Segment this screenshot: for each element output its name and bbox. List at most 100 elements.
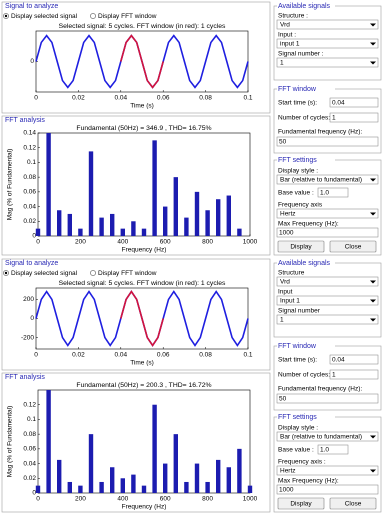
dropdown-value[interactable]: Bar (relative to fundamental) (280, 434, 362, 441)
field-label: Display style : (278, 168, 318, 175)
dropdown[interactable] (276, 431, 379, 442)
dropdown[interactable] (276, 295, 379, 306)
radio-label[interactable]: Display FFT window (98, 270, 157, 277)
field-label: Frequency axis : (278, 459, 326, 466)
dropdown[interactable] (276, 19, 379, 30)
bar (216, 459, 221, 493)
button-label[interactable]: Display (290, 244, 312, 251)
bar (35, 485, 41, 493)
dropdown[interactable] (276, 314, 379, 325)
x-tick-label: 0.04 (114, 95, 127, 102)
field-label: Start time (s): (278, 100, 317, 107)
input-field[interactable] (276, 136, 379, 147)
field-label: Signal number (278, 308, 321, 315)
input-field[interactable] (329, 112, 379, 123)
bar (120, 478, 125, 493)
y-tick-label: 0.04 (23, 460, 36, 467)
bar (99, 481, 104, 493)
group-title: FFT settings (278, 157, 317, 164)
radio-button[interactable] (90, 13, 96, 19)
input-value[interactable]: 1000 (279, 230, 294, 237)
x-tick-label: 200 (75, 239, 86, 246)
input-field[interactable] (329, 354, 379, 365)
input-value[interactable]: 0.04 (332, 357, 345, 364)
dropdown-arrow (370, 178, 376, 182)
dropdown-value[interactable]: 1 (280, 317, 284, 324)
input-field[interactable] (276, 227, 379, 238)
bar (67, 481, 72, 493)
input-value[interactable]: 50 (279, 139, 287, 146)
input-field[interactable] (317, 187, 349, 198)
group-title-bg (277, 413, 335, 421)
dropdown-value[interactable]: Hertz (280, 468, 296, 475)
section-title: Signal to analyze (5, 3, 58, 10)
input-field[interactable] (276, 393, 379, 404)
button-label[interactable]: Close (345, 244, 362, 251)
bar (184, 217, 189, 236)
plot-area (37, 389, 251, 494)
dropdown[interactable] (276, 57, 379, 68)
dropdown[interactable] (276, 465, 379, 476)
input-value[interactable]: 50 (279, 396, 287, 403)
bar (99, 217, 104, 236)
dropdown[interactable] (276, 208, 379, 219)
x-tick-label: 0 (34, 95, 38, 102)
y-tick-label: 0 (32, 490, 36, 497)
x-tick-label: 0.08 (199, 95, 212, 102)
radio-label[interactable]: Display selected signal (11, 13, 78, 20)
input-value[interactable]: 0.04 (332, 100, 345, 107)
signal-line (120, 34, 164, 89)
input-field[interactable] (317, 444, 349, 455)
radio-button[interactable] (90, 270, 96, 276)
radio-label[interactable]: Display selected signal (11, 270, 78, 277)
group-title-bg (277, 2, 335, 10)
button[interactable] (329, 497, 377, 510)
input-value[interactable]: 1000 (279, 487, 294, 494)
field-label: Frequency axis (278, 202, 323, 209)
bar (237, 448, 242, 493)
y-tick-label: 0 (30, 315, 34, 322)
button[interactable] (277, 497, 325, 510)
bar (163, 463, 168, 493)
input-field[interactable] (276, 484, 379, 495)
dropdown[interactable] (276, 276, 379, 287)
button-label[interactable]: Display (290, 501, 312, 508)
dropdown-value[interactable]: Vrd (280, 22, 290, 29)
input-value[interactable]: 1 (332, 115, 336, 122)
button[interactable] (277, 240, 325, 253)
y-tick-label: 0.06 (23, 446, 36, 453)
field-label: Number of cycles: (278, 372, 330, 379)
bar (184, 481, 189, 493)
dropdown-value[interactable]: Vrd (280, 279, 290, 286)
bar (46, 390, 51, 493)
field-label: Input : (278, 32, 296, 39)
button[interactable] (329, 240, 377, 253)
dropdown[interactable] (276, 38, 379, 49)
dropdown-value[interactable]: Hertz (280, 211, 296, 218)
input-field[interactable] (329, 97, 379, 108)
dropdown-value[interactable]: Bar (relative to fundamental) (280, 177, 362, 184)
input-value[interactable]: 1.0 (320, 447, 329, 454)
x-tick-label: 0.02 (72, 352, 85, 359)
field-label: Max Frequency (Hz): (278, 221, 339, 228)
dropdown-value[interactable]: input 1 (280, 41, 300, 48)
bar (163, 206, 168, 236)
dropdown-value[interactable]: Input 1 (280, 298, 300, 305)
radio-label[interactable]: Display FFT window (98, 13, 157, 20)
dropdown[interactable] (276, 174, 379, 185)
button-label[interactable]: Close (345, 501, 362, 508)
dropdown-arrow (370, 212, 376, 216)
field-label: Fundamental frequency (Hz): (278, 386, 362, 393)
bar (88, 434, 94, 493)
input-value[interactable]: 1.0 (320, 190, 329, 197)
field-label: Display style : (278, 425, 318, 432)
chart-title: Fundamental (50Hz) = 200.3 , THD= 16.72% (76, 382, 211, 389)
bar (67, 213, 72, 236)
bar (173, 434, 178, 493)
bar (205, 481, 210, 493)
input-value[interactable]: 1 (332, 372, 336, 379)
input-field[interactable] (329, 369, 379, 380)
x-tick-label: 0.1 (243, 352, 252, 359)
dropdown-value[interactable]: 1 (280, 60, 284, 67)
x-tick-label: 400 (117, 239, 128, 246)
